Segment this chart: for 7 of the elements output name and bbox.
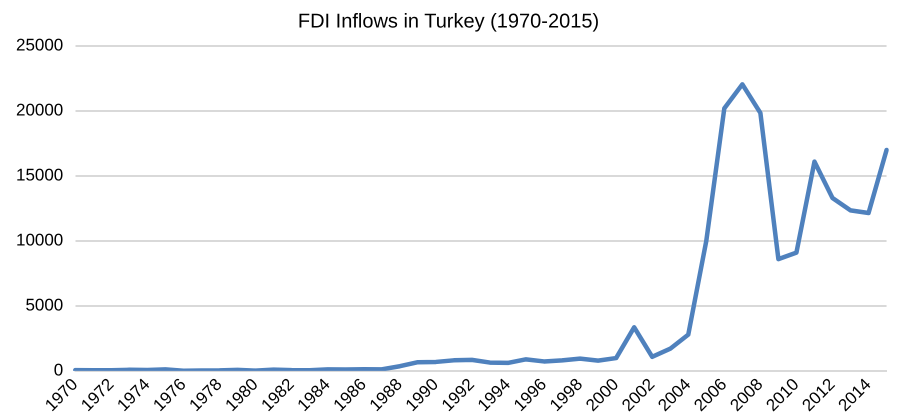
y-tick-label: 5000 — [25, 296, 64, 315]
y-tick-label: 0 — [54, 360, 64, 380]
y-tick-label: 10000 — [16, 230, 64, 250]
y-tick-label: 15000 — [16, 166, 64, 185]
y-tick-label: 20000 — [16, 100, 64, 120]
chart-title: FDI Inflows in Turkey (1970-2015) — [298, 10, 600, 33]
y-tick-label: 25000 — [16, 36, 64, 55]
